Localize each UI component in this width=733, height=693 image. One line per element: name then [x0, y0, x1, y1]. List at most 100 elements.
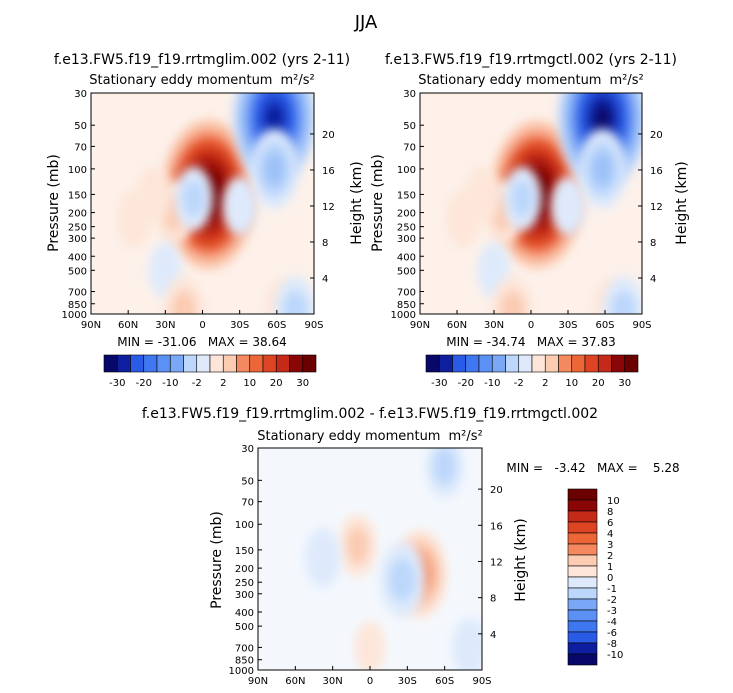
panel-title: f.e13.FW5.f19_f19.rrtmglim.002 (yrs 2-11… — [54, 52, 350, 68]
colorbar-label: -10 — [162, 378, 178, 389]
colorbar-box — [584, 354, 599, 373]
panel-title: f.e13.FW5.f19_f19.rrtmgctl.002 (yrs 2-11… — [385, 52, 677, 68]
colorbar-label: 20 — [592, 378, 605, 389]
colorbar-box — [567, 532, 598, 545]
colorbar-label: 2 — [542, 378, 548, 389]
field-feature — [136, 166, 170, 223]
colorbar-box — [544, 354, 559, 373]
subtitle-text: Stationary eddy momentum — [257, 429, 440, 444]
y-axis-label: Pressure (mb) — [46, 154, 62, 252]
y-tick-label: 30 — [403, 89, 416, 100]
x-tick-label: 30S — [398, 676, 417, 687]
x-tick-label: 90N — [248, 676, 268, 687]
colorbar-label: -2 — [514, 378, 524, 389]
colorbar-label: 30 — [618, 378, 631, 389]
colorbar-box — [156, 354, 171, 373]
colorbar-box — [611, 354, 626, 373]
field-feature — [379, 541, 426, 618]
y-tick-label: 50 — [74, 121, 87, 132]
min-max-stats: MIN = -3.42 MAX = 5.28 — [506, 461, 679, 475]
y-tick-right-label: 8 — [490, 594, 496, 605]
y-tick-label: 30 — [74, 89, 87, 100]
y-tick-label: 250 — [235, 578, 254, 589]
colorbar-label: -20 — [136, 378, 152, 389]
field-feature — [465, 166, 499, 223]
y-tick-label: 200 — [68, 209, 87, 220]
y-tick-right-label: 4 — [490, 630, 496, 641]
field-feature — [451, 617, 482, 670]
colorbar-box — [567, 587, 598, 600]
colorbar-box — [222, 354, 237, 373]
colorbar-box — [275, 354, 290, 373]
field-feature — [338, 513, 377, 578]
x-tick-label: 0 — [528, 320, 534, 331]
colorbar-label: 4 — [607, 529, 613, 540]
colorbar-box — [505, 354, 520, 373]
colorbar-label: 1 — [607, 562, 613, 573]
colorbar-box — [116, 354, 131, 373]
y-tick-right-label: 20 — [650, 130, 663, 141]
y-tick-label: 150 — [235, 546, 254, 557]
colorbar-box — [567, 642, 598, 655]
y-tick-label: 400 — [397, 252, 416, 263]
x-tick-label: 90S — [304, 320, 323, 331]
colorbar-box — [567, 510, 598, 523]
min-max-stats: MIN = -34.74 MAX = 37.83 — [446, 335, 616, 349]
colorbar-label: 2 — [607, 551, 613, 562]
colorbar-box — [425, 354, 440, 373]
field-feature — [274, 276, 314, 314]
colorbar-label: 10 — [243, 378, 256, 389]
colorbar-box — [478, 354, 493, 373]
colorbar-box — [567, 499, 598, 512]
colorbar-label: -6 — [607, 628, 617, 639]
y-tick-label: 700 — [397, 288, 416, 299]
x-axis: 90N 60N 30N 0 30S 60S 90S — [248, 666, 492, 687]
y-tick-label: 850 — [235, 656, 254, 667]
x-tick-label: 0 — [199, 320, 205, 331]
colorbar-box — [531, 354, 546, 373]
colorbar-box — [289, 354, 304, 373]
colorbar-box — [236, 354, 251, 373]
colorbar-box — [518, 354, 533, 373]
y-tick-label: 70 — [403, 142, 416, 153]
x-tick-label: 90N — [410, 320, 430, 331]
x-tick-label: 30N — [484, 320, 504, 331]
colorbar-label: -30 — [109, 378, 125, 389]
y-tick-label: 250 — [397, 223, 416, 234]
field-feature — [425, 448, 464, 499]
x-tick-label: 30S — [558, 320, 577, 331]
field-feature — [602, 276, 642, 314]
colorbar-box — [183, 354, 198, 373]
colorbar-box — [567, 565, 598, 578]
colorbar-label: 6 — [607, 518, 613, 529]
colorbar-box — [262, 354, 277, 373]
y-tick-right-label: 8 — [650, 238, 656, 249]
colorbar-box — [567, 609, 598, 622]
y-tick-label: 100 — [68, 165, 87, 176]
y-tick-label: 400 — [235, 608, 254, 619]
x-tick-label: 90S — [632, 320, 651, 331]
colorbar-label: -10 — [607, 650, 623, 661]
x-tick-label: 90S — [472, 676, 491, 687]
y-tick-label: 500 — [235, 622, 254, 633]
field-feature — [354, 621, 386, 670]
colorbar-box — [567, 653, 598, 666]
field-feature — [503, 166, 542, 231]
colorbar-label: -8 — [607, 639, 617, 650]
colorbar-box — [624, 354, 639, 373]
colorbar-label: -20 — [458, 378, 474, 389]
y-tick-label: 70 — [74, 142, 87, 153]
y-tick-label: 700 — [235, 643, 254, 654]
colorbar-label: -4 — [607, 617, 617, 628]
field-feature — [174, 166, 213, 231]
y-tick-right-label: 4 — [650, 274, 656, 285]
y-axis-label: Pressure (mb) — [209, 511, 225, 609]
colorbar-box — [567, 576, 598, 589]
colorbar-box — [249, 354, 264, 373]
x-tick-label: 60S — [435, 676, 454, 687]
x-tick-label: 90N — [81, 320, 101, 331]
y-tick-label: 500 — [397, 266, 416, 277]
y-tick-right-label: 4 — [322, 274, 328, 285]
